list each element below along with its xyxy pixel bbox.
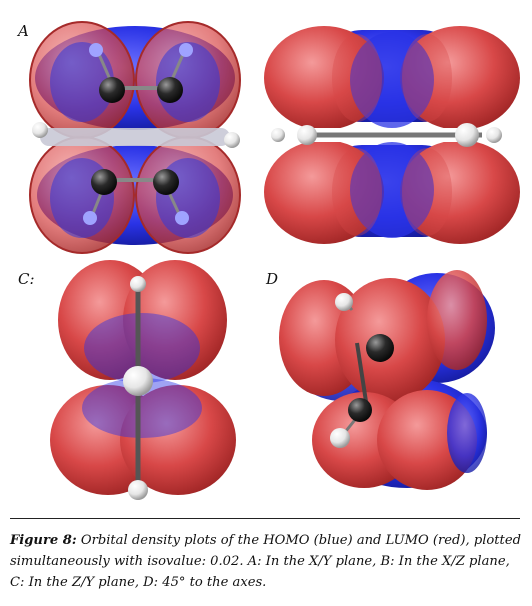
carbon-atom: [348, 398, 372, 422]
lumo-lobe: [400, 26, 520, 130]
lumo-lobe: [400, 140, 520, 244]
lumo-lobe: [123, 260, 227, 380]
lumo-lobe: [120, 385, 236, 495]
panel-label-a: A: [18, 22, 29, 40]
hydrogen-atom: [130, 276, 146, 292]
hydrogen-atom: [224, 132, 240, 148]
panel-a: A: [10, 10, 260, 255]
lumo-lobe: [264, 26, 384, 130]
panel-c: C:: [10, 258, 260, 513]
hydrogen-atom: [123, 366, 153, 396]
orbital-plot-a: [29, 21, 241, 254]
figure-caption: Figure 8: Orbital density plots of the H…: [10, 530, 522, 593]
hydrogen-atom: [83, 211, 97, 225]
carbon-atom: [99, 77, 125, 103]
panel-b: B: [262, 10, 522, 255]
hydrogen-atom: [175, 211, 189, 225]
caption-text: Orbital density plots of the HOMO (blue)…: [10, 533, 521, 590]
orbital-plot-d: [279, 270, 495, 490]
hydrogen-atom: [32, 122, 48, 138]
homo-lobe: [84, 313, 200, 383]
hydrogen-atom: [335, 293, 353, 311]
lumo-lobe: [264, 140, 384, 244]
hydrogen-atom: [128, 480, 148, 500]
hydrogen-atom: [297, 125, 317, 145]
carbon-atom: [157, 77, 183, 103]
hydrogen-atom: [455, 123, 479, 147]
carbon-atom: [91, 169, 117, 195]
caption-rule: [10, 518, 520, 519]
orbital-plot-b: [262, 26, 522, 244]
panel-d: D: [262, 258, 522, 513]
caption-label: Figure 8:: [10, 533, 77, 548]
panel-label-d: D: [266, 270, 279, 288]
hydrogen-atom: [179, 43, 193, 57]
carbon-atom: [366, 334, 394, 362]
carbon-atom: [153, 169, 179, 195]
homo-lobe: [82, 378, 202, 438]
orbital-plot-c: [50, 260, 236, 500]
hydrogen-atom: [89, 43, 103, 57]
hydrogen-atom: [330, 428, 350, 448]
panel-label-c: C:: [18, 270, 35, 288]
